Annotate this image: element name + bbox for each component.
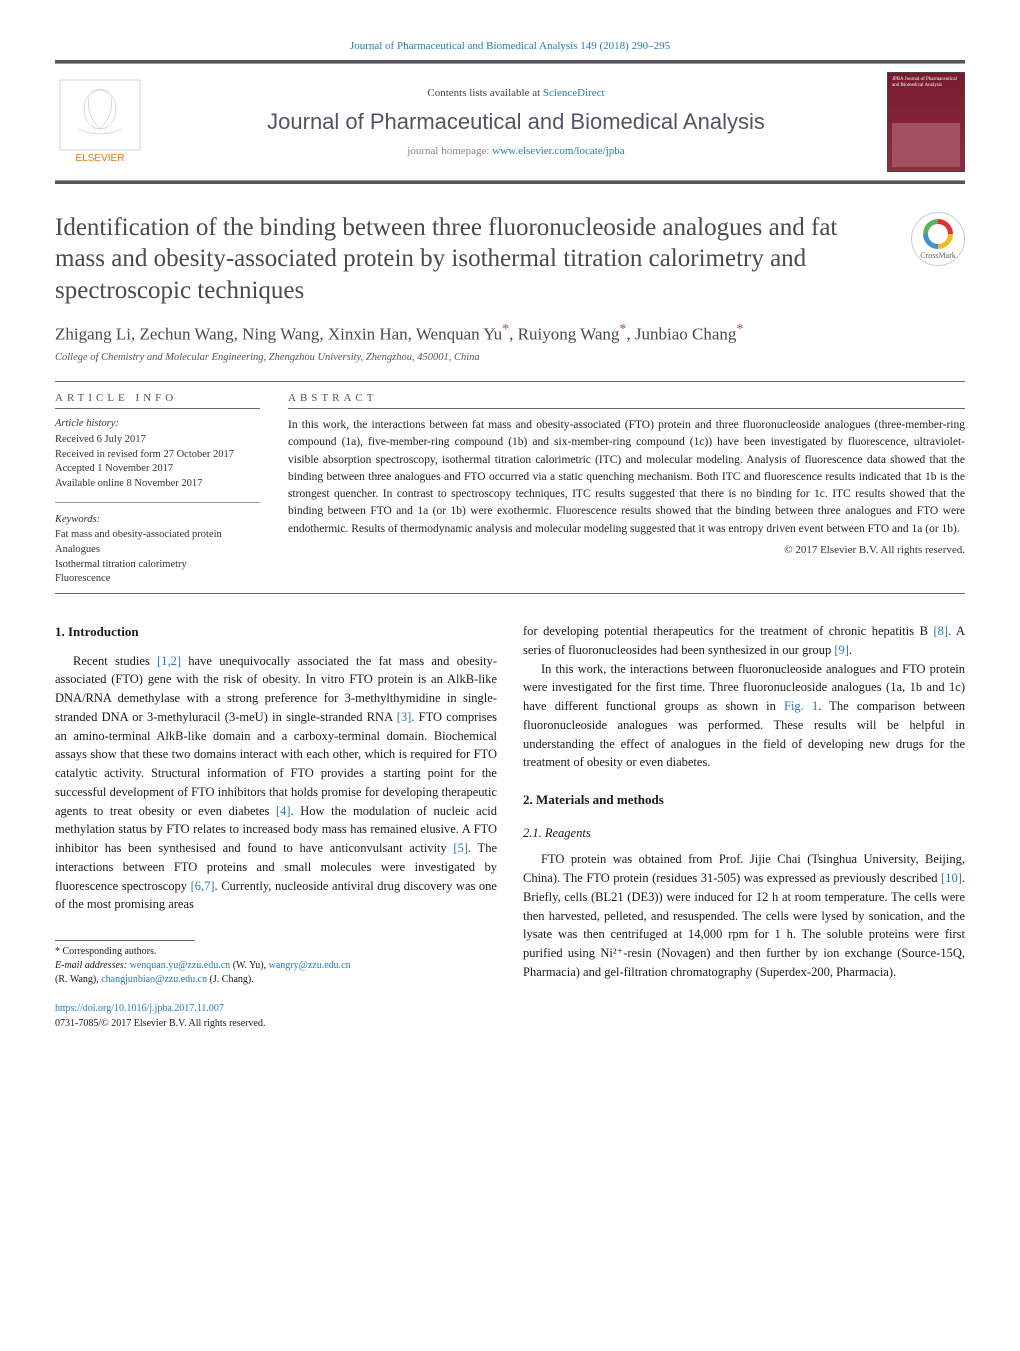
masthead: ELSEVIER Contents lists available at Sci… <box>55 63 965 181</box>
journal-cover-thumbnail: JPBA Journal of Pharmaceutical and Biome… <box>887 72 965 172</box>
doi-block: https://doi.org/10.1016/j.jpba.2017.11.0… <box>55 1001 497 1031</box>
section-heading-methods: 2. Materials and methods <box>523 790 965 810</box>
journal-homepage-line: journal homepage: www.elsevier.com/locat… <box>155 145 877 157</box>
running-header: Journal of Pharmaceutical and Biomedical… <box>55 40 965 52</box>
body-column-right: for developing potential therapeutics fo… <box>523 622 965 1031</box>
email-link[interactable]: wenquan.yu@zzu.edu.cn <box>130 960 231 971</box>
email-link[interactable]: wangry@zzu.edu.cn <box>269 960 351 971</box>
author-list: Zhigang Li, Zechun Wang, Ning Wang, Xinx… <box>55 320 965 346</box>
figure-reference[interactable]: Fig. 1 <box>784 699 818 713</box>
doi-link[interactable]: https://doi.org/10.1016/j.jpba.2017.11.0… <box>55 1003 224 1014</box>
info-rule-top <box>55 381 965 382</box>
masthead-bottom-rule <box>55 181 965 184</box>
abstract-label: abstract <box>288 392 965 404</box>
corresponding-author-star: * <box>736 322 743 337</box>
section-heading-intro: 1. Introduction <box>55 622 497 642</box>
article-title: Identification of the binding between th… <box>55 212 891 306</box>
journal-name: Journal of Pharmaceutical and Biomedical… <box>155 109 877 135</box>
abstract-copyright: © 2017 Elsevier B.V. All rights reserved… <box>288 544 965 556</box>
abstract-rule-bottom <box>55 593 965 594</box>
citation-link[interactable]: [8] <box>933 624 948 638</box>
email-link[interactable]: changjunbiao@zzu.edu.cn <box>101 974 207 985</box>
crossmark-badge[interactable]: CrossMark <box>911 212 965 266</box>
footnotes: * Corresponding authors. E-mail addresse… <box>55 945 497 987</box>
article-history: Article history: Received 6 July 2017 Re… <box>55 417 260 491</box>
crossmark-icon <box>923 219 953 249</box>
citation-link[interactable]: [5] <box>453 841 468 855</box>
corresponding-author-star: * <box>502 322 509 337</box>
sciencedirect-link[interactable]: ScienceDirect <box>543 87 605 99</box>
citation-link[interactable]: [6,7] <box>191 879 215 893</box>
journal-homepage-link[interactable]: www.elsevier.com/locate/jpba <box>492 145 624 157</box>
abstract-text: In this work, the interactions between f… <box>288 417 965 538</box>
svg-text:ELSEVIER: ELSEVIER <box>76 153 125 164</box>
citation-link[interactable]: [9] <box>834 643 849 657</box>
corresponding-author-star: * <box>619 322 626 337</box>
affiliation: College of Chemistry and Molecular Engin… <box>55 352 965 363</box>
citation-link[interactable]: [1,2] <box>157 654 181 668</box>
keywords-block: Keywords: Fat mass and obesity-associate… <box>55 513 260 587</box>
citation-link[interactable]: [4] <box>276 804 291 818</box>
contents-available-line: Contents lists available at ScienceDirec… <box>155 87 877 99</box>
citation-link[interactable]: [3] <box>397 710 412 724</box>
article-info-label: article info <box>55 392 260 404</box>
subsection-heading-reagents: 2.1. Reagents <box>523 824 965 843</box>
elsevier-logo: ELSEVIER <box>55 77 145 167</box>
citation-link[interactable]: [10] <box>941 871 962 885</box>
body-column-left: 1. Introduction Recent studies [1,2] hav… <box>55 622 497 1031</box>
